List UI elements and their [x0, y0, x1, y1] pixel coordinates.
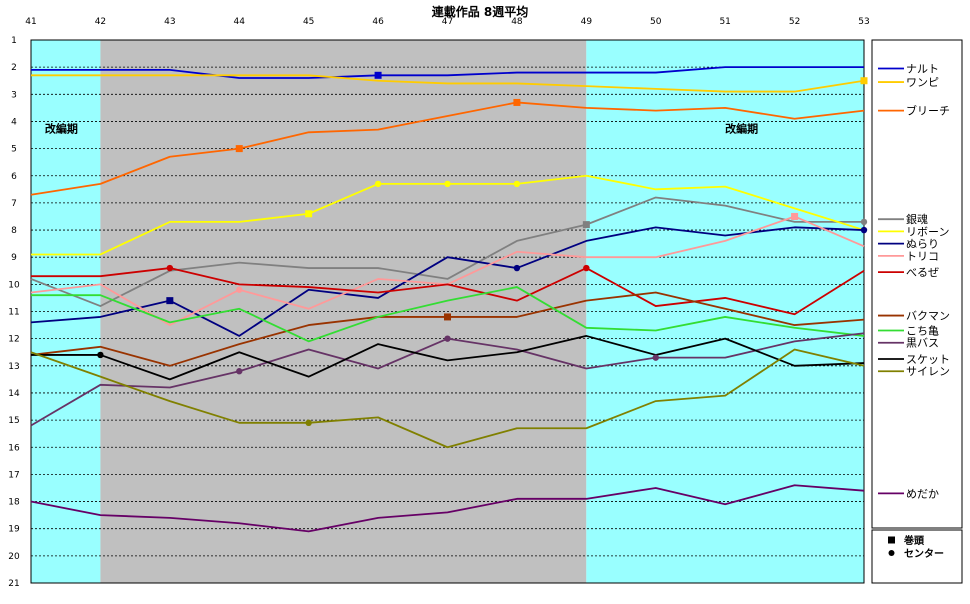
x-tick-labels: 41 42 43 44 45 46 47 48 49 50 51 52 53 [25, 17, 869, 27]
legend-label-1: ワンピ [906, 76, 939, 89]
y-tick-label-1: 1 [11, 36, 17, 46]
legend-label-3: 銀魂 [906, 212, 928, 226]
x-tick-label-53: 53 [858, 17, 869, 27]
y-tick-label-11: 11 [8, 308, 19, 318]
x-tick-label-45: 45 [303, 17, 314, 27]
series-markers [97, 71, 868, 427]
legend-label-9: こち亀 [906, 324, 939, 338]
y-tick-label-18: 18 [8, 498, 20, 508]
y-tick-label-17: 17 [8, 470, 19, 480]
series-4-marker-circle-1 [374, 180, 382, 188]
x-tick-label-47: 47 [442, 17, 453, 27]
series-10-marker-circle-1 [444, 335, 451, 342]
series-2-marker-square-1 [513, 98, 521, 106]
marker-legend-label-0: 巻頭 [903, 534, 925, 547]
plot-frame [30, 39, 865, 584]
series-line-1 [31, 74, 865, 93]
series-line-0 [31, 66, 864, 79]
series-12-marker-circle-0 [305, 419, 312, 427]
x-tick-label-41: 41 [25, 17, 36, 27]
y-tick-label-5: 5 [11, 145, 17, 155]
series-0-marker-square-0 [374, 71, 382, 79]
series-line-12 [30, 348, 865, 449]
legend-label-12: サイレン [906, 365, 950, 378]
series-5-marker-circle-2 [860, 226, 868, 234]
series-2-marker-square-0 [235, 145, 243, 153]
series-3-marker-circle-1 [860, 218, 868, 226]
legend-label-7: べるぜ [906, 266, 939, 279]
x-tick-label-43: 43 [164, 17, 175, 27]
series-6-marker-square-1 [791, 212, 799, 220]
y-tick-label-14: 14 [8, 389, 20, 399]
x-tick-label-48: 48 [511, 17, 523, 27]
series-10-marker-circle-0 [236, 368, 243, 375]
y-tick-label-21: 21 [8, 579, 19, 589]
x-tick-label-42: 42 [95, 17, 106, 27]
x-tick-label-46: 46 [372, 17, 384, 27]
annotation-0: 改編期 [45, 121, 78, 135]
legend-label-13: めだか [906, 487, 939, 500]
y-tick-label-16: 16 [8, 443, 20, 453]
x-tick-label-44: 44 [234, 17, 246, 27]
marker-legend-label-1: センター [904, 548, 944, 560]
marker-legend-circle [888, 550, 895, 556]
marker-legend-square [888, 536, 895, 544]
y-tick-label-3: 3 [11, 90, 17, 100]
x-tick-label-51: 51 [719, 17, 730, 27]
series-5-marker-circle-1 [513, 264, 521, 272]
legend-label-6: トリコ [906, 250, 939, 263]
series-4-marker-circle-3 [513, 180, 521, 188]
y-tick-label-2: 2 [11, 63, 17, 73]
legend-box [871, 39, 963, 529]
series-line-2 [30, 101, 865, 196]
plot-border [30, 39, 865, 584]
y-tick-label-8: 8 [11, 226, 17, 236]
legend-label-0: ナルト [906, 63, 939, 76]
chart-title: 連載作品 8週平均 [432, 4, 529, 19]
y-tick-label-10: 10 [8, 280, 20, 290]
x-tick-label-50: 50 [650, 17, 662, 27]
marker-legend-box [871, 529, 963, 584]
series-11-marker-circle-0 [97, 351, 104, 359]
y-tick-label-20: 20 [8, 552, 20, 562]
y-tick-label-13: 13 [8, 362, 19, 372]
annotation-1: 改編期 [725, 121, 758, 135]
series-line-13 [30, 484, 865, 533]
legend: ナルトワンピブリーチ銀魂リボーンぬらりトリコべるぜバクマンこち亀黒バススケットサ… [871, 39, 963, 529]
annotations: 改編期 改編期 [45, 121, 758, 135]
series-1-marker-square-0 [860, 77, 868, 85]
series-4-marker-circle-2 [444, 180, 451, 188]
series-6-marker-circle-0 [236, 286, 243, 293]
series-5-marker-square-0 [166, 297, 174, 305]
y-tick-label-9: 9 [11, 253, 17, 263]
series-line-9 [31, 286, 865, 343]
y-tick-label-19: 19 [8, 525, 20, 535]
legend-label-8: バクマン [906, 310, 950, 323]
y-tick-label-6: 6 [11, 172, 17, 182]
y-tick-label-15: 15 [8, 416, 19, 426]
x-tick-label-52: 52 [789, 17, 800, 27]
series-10-marker-circle-2 [652, 354, 659, 361]
x-tick-label-49: 49 [581, 17, 593, 27]
series-line-11 [31, 335, 865, 381]
series-4-marker-square-0 [305, 210, 313, 218]
y-tick-label-4: 4 [11, 117, 17, 127]
legend-label-11: スケット [906, 353, 950, 366]
y-tick-label-12: 12 [8, 335, 19, 345]
legend-label-4: リボーン [906, 225, 949, 238]
legend-label-10: 黒バス [906, 337, 939, 350]
series-8-marker-square-0 [444, 313, 451, 321]
y-tick-label-7: 7 [11, 199, 17, 209]
series-7-marker-circle-0 [166, 264, 174, 272]
legend-label-2: ブリーチ [906, 104, 950, 118]
series-3-marker-square-0 [582, 221, 590, 229]
legend-label-5: ぬらり [906, 238, 939, 251]
series-7-marker-circle-1 [583, 264, 590, 272]
